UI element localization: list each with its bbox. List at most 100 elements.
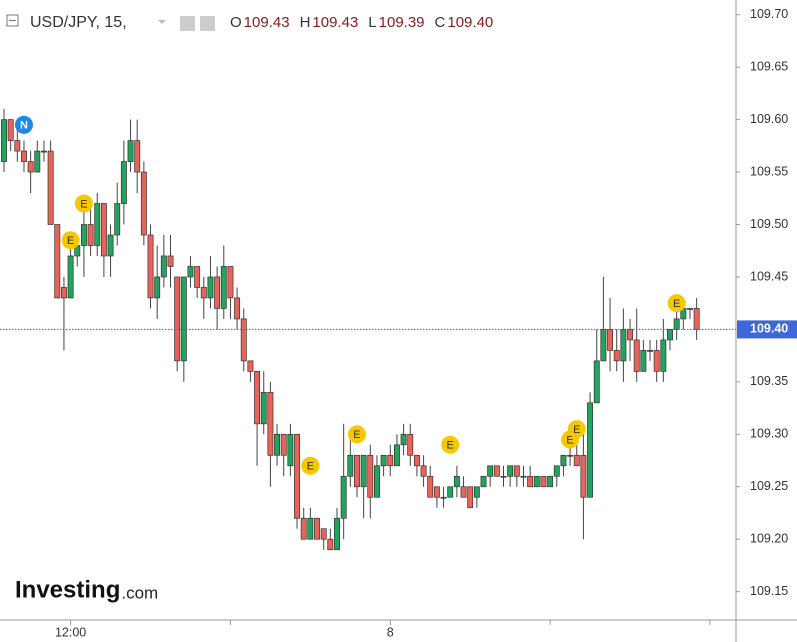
logo-name: Investing — [15, 576, 120, 603]
candle-body — [87, 224, 94, 246]
y-tick-label: 109.20 — [750, 532, 788, 546]
event-label: E — [447, 440, 454, 452]
candle-body — [473, 486, 480, 498]
candle-body — [160, 255, 167, 278]
candle-body — [433, 486, 440, 498]
candle-body — [347, 454, 354, 477]
candle-body — [387, 454, 394, 467]
candle-body — [453, 475, 460, 488]
event-label: E — [566, 434, 573, 446]
header-key: L — [368, 14, 376, 31]
candle-body — [587, 402, 594, 498]
candle-body — [194, 266, 201, 288]
candle-body — [400, 433, 407, 446]
candle-body — [607, 329, 614, 351]
candle-body — [673, 318, 680, 330]
y-tick-label: 109.25 — [750, 479, 788, 493]
candle-body — [80, 224, 87, 246]
event-label: E — [353, 429, 360, 441]
candle-body — [14, 140, 21, 152]
candle-body — [660, 339, 667, 372]
x-tick-label: 8 — [387, 625, 394, 639]
logo-suffix: .com — [121, 583, 158, 602]
candle-body — [27, 161, 34, 173]
candle-body — [334, 517, 340, 551]
candle-body — [593, 360, 600, 404]
candle-body — [120, 161, 127, 204]
candle-body — [653, 350, 660, 372]
event-label: E — [307, 461, 314, 473]
candle-body — [267, 392, 274, 456]
y-tick-label: 109.45 — [750, 269, 788, 283]
y-tick-label: 109.65 — [750, 59, 788, 73]
y-tick-label: 109.15 — [750, 584, 788, 598]
event-marker — [61, 231, 80, 250]
header-value: 109.43 — [312, 14, 358, 31]
candle-body — [487, 465, 494, 477]
candle-body — [240, 318, 247, 362]
candle-body — [300, 517, 307, 540]
candle-body — [647, 350, 653, 352]
settings-icon[interactable] — [200, 16, 215, 31]
candle-body — [693, 308, 700, 330]
event-label: E — [673, 298, 680, 310]
candle-body — [280, 433, 287, 456]
candle-body — [540, 475, 547, 488]
candle-body — [513, 465, 520, 477]
candle-body — [327, 538, 334, 551]
event-label: E — [573, 424, 580, 436]
candle-body — [467, 486, 474, 509]
y-tick-label: 109.55 — [750, 164, 788, 178]
eye-icon[interactable] — [180, 16, 195, 31]
candle-body — [314, 517, 320, 540]
candle-body — [520, 475, 527, 478]
event-label: E — [67, 235, 74, 247]
header-value: 109.39 — [379, 14, 425, 31]
y-tick-label: 109.50 — [750, 217, 788, 231]
header-key: H — [300, 14, 311, 31]
plot — [1, 109, 700, 551]
x-tick-label: 12:00 — [55, 625, 86, 639]
candle-body — [480, 475, 487, 488]
candle-body — [247, 360, 254, 372]
candle-body — [47, 150, 54, 225]
event-marker — [441, 435, 460, 454]
last-price-box — [737, 320, 797, 339]
candle-body — [613, 350, 620, 362]
candle-body — [667, 329, 673, 341]
candle-body — [360, 454, 367, 488]
candle-body — [200, 287, 207, 299]
candle-body — [500, 475, 507, 478]
candle-body — [260, 392, 267, 425]
candle-body — [94, 203, 101, 246]
candle-body — [460, 486, 467, 498]
candle-body — [114, 203, 121, 236]
candle-body — [100, 203, 107, 257]
candle-body — [274, 433, 281, 456]
candle-body — [427, 475, 434, 498]
candle-body — [367, 454, 374, 498]
candle-body — [440, 496, 447, 499]
y-tick-label: 109.70 — [750, 7, 788, 21]
event-marker — [347, 425, 366, 444]
candle-body — [380, 454, 387, 467]
y-tick-label: 109.30 — [750, 427, 788, 441]
candle-body — [413, 454, 420, 467]
candle-body — [127, 140, 134, 162]
dropdown-icon[interactable] — [158, 20, 166, 24]
candle-body — [214, 276, 221, 309]
candle-body — [600, 329, 607, 362]
event-marker — [567, 420, 586, 439]
candle-body — [1, 119, 7, 162]
candle-body — [174, 276, 181, 362]
candle-body — [447, 486, 454, 498]
candle-body — [507, 465, 514, 477]
candle-body — [107, 234, 114, 257]
candle-body — [207, 276, 214, 299]
header-key: C — [435, 14, 446, 31]
candle-body — [687, 308, 693, 310]
candle-body — [320, 528, 327, 540]
